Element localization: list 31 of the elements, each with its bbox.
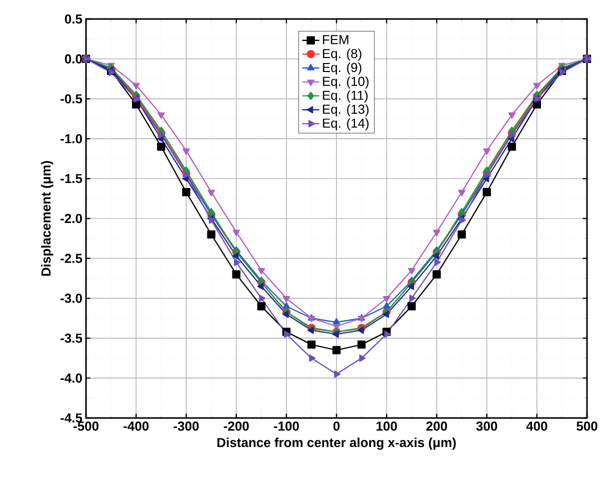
legend-label: FEM — [322, 35, 348, 44]
y-tick-label: -1.5 — [60, 174, 82, 184]
y-tick-label: 0.0 — [64, 54, 82, 64]
x-tick-label: -400 — [124, 422, 149, 431]
x-tick-label: -200 — [224, 422, 249, 431]
x-axis-title: Distance from center along x-axis (μm) — [217, 438, 456, 450]
y-tick-label: -1.0 — [60, 134, 82, 144]
y-axis-title: Displacement (μm) — [41, 161, 54, 276]
x-tick-label: 300 — [476, 422, 498, 431]
x-tick-label: 200 — [426, 422, 448, 431]
x-tick-label: -100 — [274, 422, 299, 431]
y-tick-label: -2.0 — [60, 214, 82, 224]
legend-label: Eq. (11) — [322, 90, 368, 102]
legend-label: Eq. (14) — [322, 118, 369, 130]
y-tick-label: -2.5 — [60, 254, 82, 263]
y-tick-label: -4.0 — [60, 373, 82, 383]
y-tick-label: -3.0 — [60, 294, 82, 303]
x-tick-label: -500 — [74, 422, 98, 431]
y-tick-label: 0.5 — [64, 14, 82, 24]
x-tick-label: 400 — [526, 422, 548, 431]
x-tick-label: 500 — [576, 422, 598, 431]
y-tick-label: -4.5 — [60, 413, 82, 423]
x-tick-label: 100 — [376, 422, 397, 431]
y-tick-label: -3.5 — [60, 334, 82, 343]
legend-label: Eq. (9) — [322, 62, 362, 75]
x-tick-label: -300 — [174, 422, 199, 431]
legend-label: Eq. (10) — [322, 76, 369, 89]
x-tick-label: 0 — [333, 422, 340, 431]
y-tick-label: -0.5 — [60, 94, 82, 104]
legend-label: Eq. (8) — [322, 48, 362, 61]
legend-label: Eq. (13) — [322, 104, 369, 116]
